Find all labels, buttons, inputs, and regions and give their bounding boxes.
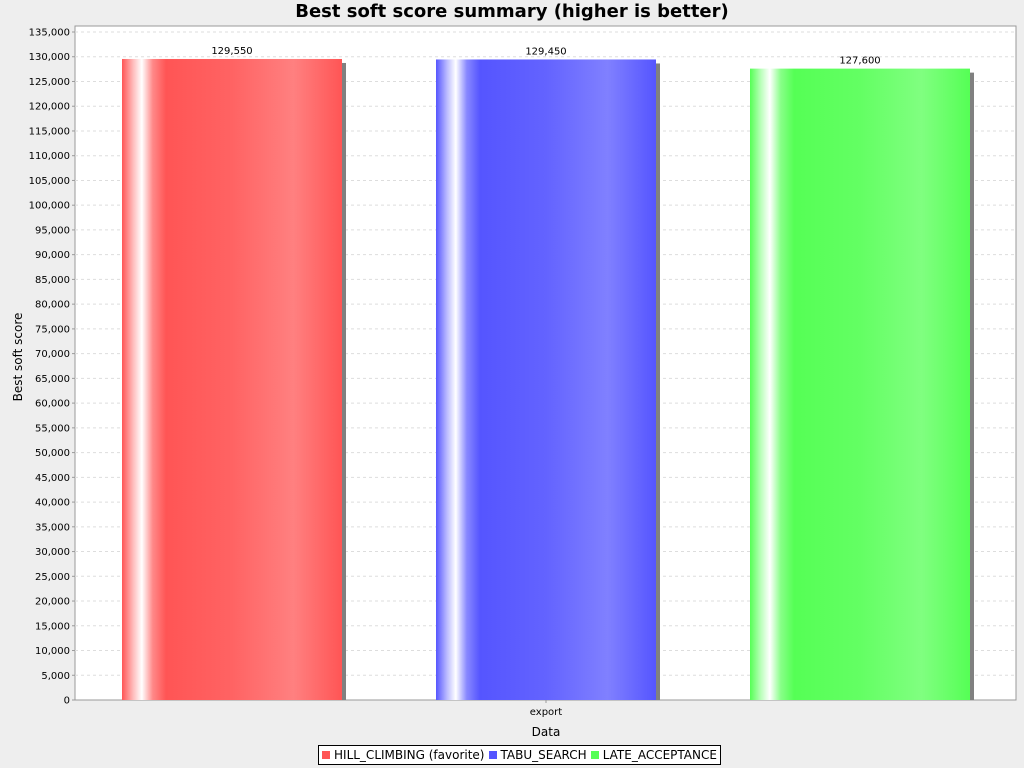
y-tick-label: 50,000: [35, 448, 70, 459]
bars: [122, 58, 974, 701]
bar-value-label: 127,600: [839, 56, 880, 67]
y-tick-label: 85,000: [35, 275, 70, 286]
y-tick-label: 120,000: [29, 102, 70, 113]
y-tick-label: 115,000: [29, 126, 70, 137]
legend: HILL_CLIMBING (favorite) TABU_SEARCH LAT…: [318, 745, 721, 765]
y-tick-label: 10,000: [35, 646, 70, 657]
legend-item-late-acceptance: LATE_ACCEPTANCE: [590, 748, 717, 762]
legend-label: TABU_SEARCH: [500, 748, 587, 762]
bar-hill-climbing-favorite: [122, 58, 342, 700]
chart-title: Best soft score summary (higher is bette…: [295, 1, 729, 22]
y-tick-label: 65,000: [35, 374, 70, 385]
legend-label: LATE_ACCEPTANCE: [602, 748, 717, 762]
y-tick-label: 25,000: [35, 572, 70, 583]
y-tick-label: 70,000: [35, 349, 70, 360]
y-tick-label: 135,000: [29, 28, 70, 39]
y-tick-label: 30,000: [35, 547, 70, 558]
y-tick-label: 75,000: [35, 324, 70, 335]
y-tick-label: 80,000: [35, 300, 70, 311]
y-tick-label: 95,000: [35, 225, 70, 236]
legend-label: HILL_CLIMBING (favorite): [334, 748, 485, 762]
y-tick-label: 15,000: [35, 621, 70, 632]
y-tick-label: 20,000: [35, 597, 70, 608]
y-axis-title: Best soft score: [11, 313, 25, 402]
x-tick-label: export: [530, 707, 562, 718]
y-tick-label: 90,000: [35, 250, 70, 261]
y-tick-label: 40,000: [35, 498, 70, 509]
legend-swatch-icon: [322, 751, 330, 759]
y-tick-label: 5,000: [41, 671, 70, 682]
bar-late-acceptance: [750, 68, 970, 701]
y-tick-label: 100,000: [29, 201, 70, 212]
y-tick-label: 60,000: [35, 399, 70, 410]
y-tick-label: 110,000: [29, 151, 70, 162]
y-tick-label: 125,000: [29, 77, 70, 88]
y-tick-label: 0: [64, 696, 70, 707]
bar-value-label: 129,450: [525, 46, 566, 57]
y-tick-label: 45,000: [35, 473, 70, 484]
bar-value-label: 129,550: [211, 46, 252, 57]
legend-item-hill-climbing: HILL_CLIMBING (favorite): [322, 748, 485, 762]
x-axis-title: Data: [532, 725, 561, 739]
y-tick-label: 130,000: [29, 52, 70, 63]
y-tick-label: 105,000: [29, 176, 70, 187]
legend-item-tabu-search: TABU_SEARCH: [488, 748, 587, 762]
data-labels: 129,550 129,450 127,600: [211, 46, 880, 67]
y-axis-ticks: 0 5,000 10,000 15,000 20,000 25,000 30,000 35,0…: [29, 28, 75, 707]
y-tick-label: 55,000: [35, 423, 70, 434]
legend-swatch-icon: [488, 751, 497, 759]
legend-swatch-icon: [590, 751, 599, 759]
y-tick-label: 35,000: [35, 522, 70, 533]
bar-tabu-search: [436, 59, 656, 701]
